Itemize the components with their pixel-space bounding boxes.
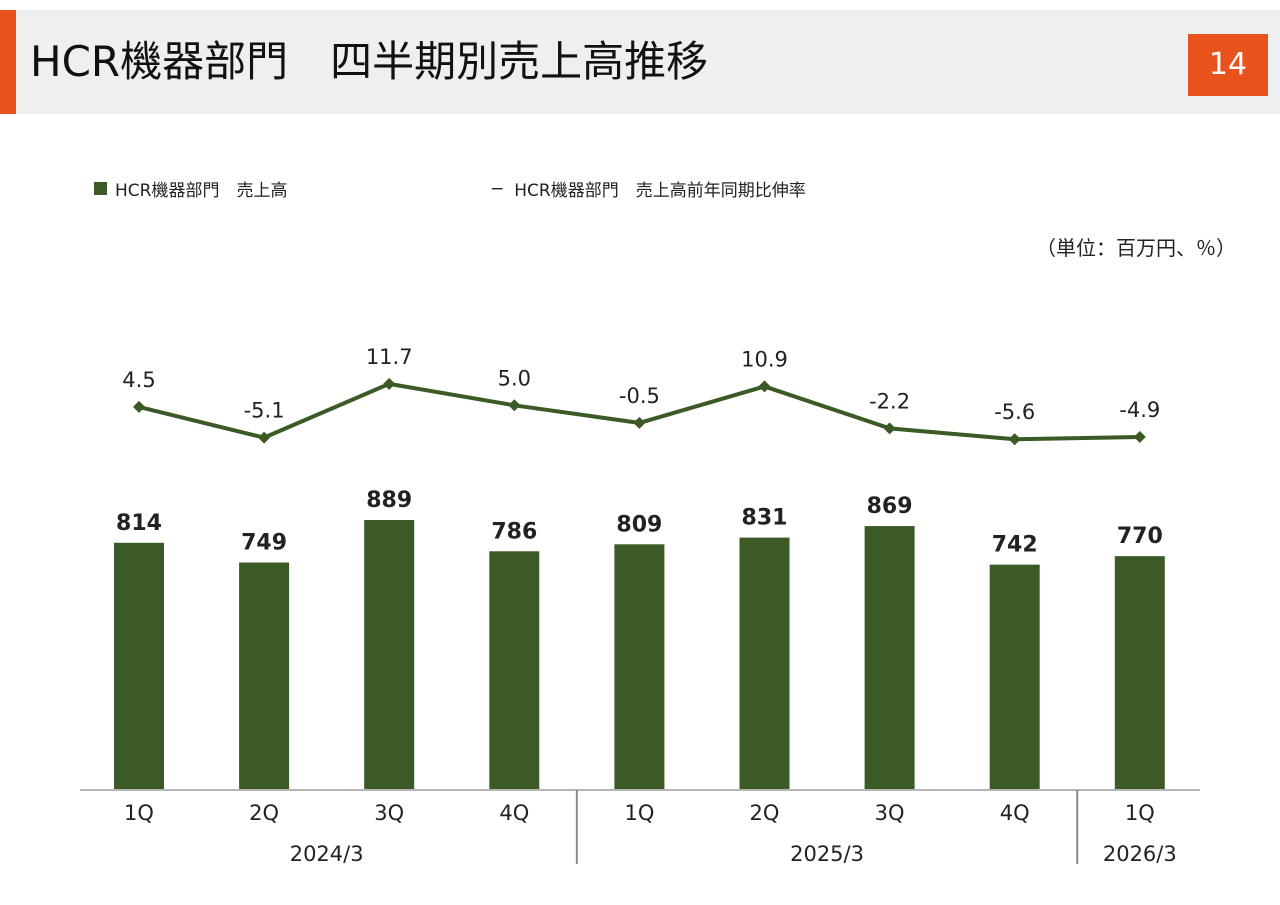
unit-label: （単位：百万円、％） [1036,236,1236,260]
growth-rate-label-7: -2.2 [869,389,910,413]
x-tick-label-9: 1Q [1125,801,1155,825]
growth-rate-marker-2 [258,431,271,444]
growth-rate-marker-1 [133,400,145,413]
growth-rate-label-8: -5.6 [994,400,1035,424]
bar-9 [1114,556,1165,790]
legend-line-label: HCR機器部門 売上高前年同期比伸率 [514,181,806,201]
header-accent-stripe [0,10,16,114]
x-tick-label-7: 3Q [875,801,905,825]
growth-rate-marker-7 [883,422,896,435]
bar-value-label-8: 742 [992,533,1038,558]
bar-6 [739,537,790,790]
header-bar: HCR機器部門 四半期別売上高推移 14 [0,10,1280,114]
bar-value-label-1: 814 [116,511,162,536]
bar-value-label-5: 809 [616,512,662,537]
x-tick-label-1: 1Q [124,801,154,825]
growth-rate-label-3: 11.7 [366,345,413,369]
growth-rate-label-5: -0.5 [619,384,660,408]
bar-value-label-6: 831 [742,506,788,531]
growth-rate-marker-4 [508,399,521,412]
growth-rate-label-2: -5.1 [244,399,285,423]
legend-bar-label: HCR機器部門 売上高 [115,181,288,201]
growth-rate-marker-9 [1133,430,1146,443]
bar-7 [864,526,915,790]
bar-5 [614,544,665,790]
growth-rate-label-9: -4.9 [1119,398,1160,422]
x-tick-label-6: 2Q [750,801,780,825]
bar-4 [489,551,540,790]
bar-3 [364,520,415,790]
bar-value-label-3: 889 [366,488,412,513]
bar-value-label-9: 770 [1117,524,1163,549]
legend-bar-item: HCR機器部門 売上高 [94,176,287,201]
growth-rate-marker-5 [633,416,646,429]
x-tick-label-5: 1Q [624,801,654,825]
growth-rate-marker-3 [383,377,396,390]
bar-value-label-2: 749 [241,531,287,556]
x-group-label-3: 2026/3 [1103,842,1177,866]
x-tick-label-4: 4Q [499,801,529,825]
bar-value-label-4: 786 [491,519,537,544]
growth-rate-marker-8 [1008,433,1021,446]
growth-rate-label-1: 4.5 [122,368,155,392]
growth-rate-marker-6 [758,380,771,393]
bar-2 [239,562,290,790]
legend-bar-swatch [94,182,107,195]
legend-line-marker: − [490,178,505,199]
growth-rate-label-6: 10.9 [741,347,788,371]
x-group-label-1: 2024/3 [290,842,364,866]
x-tick-label-3: 3Q [374,801,404,825]
x-tick-label-8: 4Q [1000,801,1030,825]
bar-1 [114,542,164,790]
bar-value-label-7: 869 [867,494,913,519]
growth-rate-label-4: 5.0 [498,366,531,390]
bar-8 [989,564,1040,790]
page-number-badge: 14 [1188,34,1268,96]
x-tick-label-2: 2Q [249,801,279,825]
page-title: HCR機器部門 四半期別売上高推移 [30,37,709,86]
legend-line-item: − HCR機器部門 売上高前年同期比伸率 [490,176,806,202]
x-group-label-2: 2025/3 [790,842,864,866]
